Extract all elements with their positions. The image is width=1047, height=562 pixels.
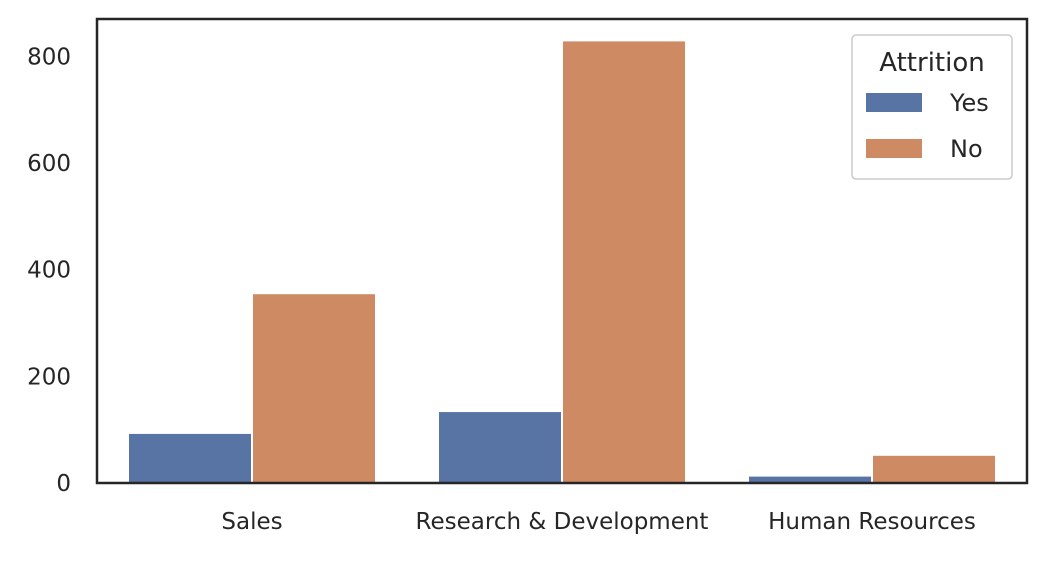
bar-no-3 (873, 455, 995, 483)
legend-swatch-yes (866, 93, 922, 112)
x-tick-label: Research & Development (416, 509, 709, 535)
legend: Attrition Yes No (851, 34, 1013, 180)
y-tick-label: 200 (27, 364, 71, 390)
x-axis: Sales Research & Development Human Resourc… (221, 509, 975, 535)
y-tick-label: 0 (56, 471, 71, 497)
x-tick-label: Human Resources (768, 509, 976, 535)
bar-yes-3 (749, 476, 871, 483)
plot-frame (95, 17, 1029, 485)
bars-layer (129, 41, 995, 484)
legend-swatch-no (866, 139, 922, 158)
legend-title: Attrition (879, 48, 984, 78)
bar-no-1 (253, 294, 375, 483)
x-tick-label: Sales (221, 509, 282, 535)
bar-yes-1 (129, 433, 251, 483)
y-axis: 0 200 400 600 800 (27, 44, 71, 497)
y-tick-label: 600 (27, 151, 71, 177)
legend-label-no: No (950, 135, 983, 163)
bar-yes-2 (439, 412, 561, 483)
y-tick-label: 800 (27, 44, 71, 70)
bar-no-2 (563, 41, 685, 484)
legend-label-yes: Yes (949, 89, 989, 117)
y-tick-label: 400 (27, 258, 71, 284)
